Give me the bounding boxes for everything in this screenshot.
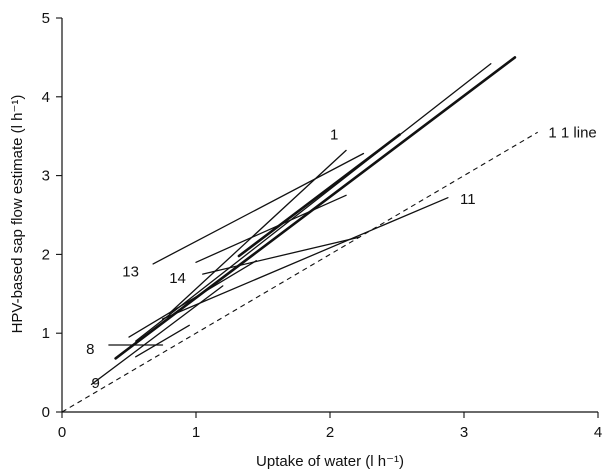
series-label: 14 bbox=[169, 270, 186, 287]
y-tick-label: 1 bbox=[42, 325, 50, 342]
series-label: 1 bbox=[330, 127, 338, 144]
y-tick-label: 4 bbox=[42, 89, 50, 106]
y-tick-label: 0 bbox=[42, 404, 50, 421]
series-label: 11 bbox=[460, 191, 476, 208]
series-line-9 bbox=[90, 285, 224, 386]
series-line-6 bbox=[114, 56, 517, 360]
y-tick-label: 3 bbox=[42, 168, 50, 185]
x-tick-label: 0 bbox=[58, 424, 66, 441]
series-label: 13 bbox=[122, 264, 139, 281]
y-axis-label: HPV-based sap flow estimate (l h⁻¹) bbox=[9, 95, 26, 334]
x-tick-label: 4 bbox=[594, 424, 602, 441]
series-label: 8 bbox=[86, 341, 94, 358]
series-line-14 bbox=[195, 194, 347, 263]
axes-layer: 0 1 2 3 4 0 1 2 3 4 5 bbox=[42, 10, 603, 441]
label-layer: 1 13 14 11 8 9 1 1 line bbox=[86, 124, 597, 392]
series-line-11 bbox=[135, 324, 190, 358]
y-tick-label: 2 bbox=[42, 246, 50, 263]
reference-line-layer bbox=[61, 131, 538, 413]
one-to-one-line bbox=[61, 131, 538, 413]
series-line-13 bbox=[152, 152, 365, 265]
series-label: 9 bbox=[91, 375, 99, 392]
series-line-11 bbox=[161, 197, 449, 320]
y-tick-label: 5 bbox=[42, 10, 50, 27]
series-line-10 bbox=[128, 260, 257, 338]
series-layer bbox=[90, 56, 517, 386]
series-label: 1 1 line bbox=[548, 124, 596, 141]
series-line-8 bbox=[237, 133, 401, 258]
series-line-7 bbox=[135, 63, 492, 342]
series-line-1 bbox=[168, 149, 347, 315]
x-tick-label: 1 bbox=[192, 424, 200, 441]
x-tick-label: 3 bbox=[460, 424, 468, 441]
x-tick-label: 2 bbox=[326, 424, 334, 441]
x-axis-label: Uptake of water (l h⁻¹) bbox=[256, 453, 404, 470]
series-line-9 bbox=[202, 236, 361, 275]
